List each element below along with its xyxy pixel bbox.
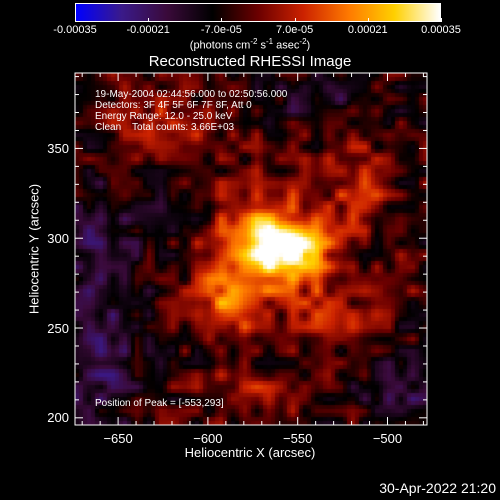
peak-position: Position of Peak = [-553,293] bbox=[95, 398, 224, 409]
x-tick-label: −650 bbox=[103, 431, 133, 446]
units-exp-3: -2 bbox=[299, 37, 307, 46]
units-close: ) bbox=[306, 39, 311, 52]
colorbar-tick-label: -7.0e-05 bbox=[200, 24, 242, 36]
colorbar-tick-mark bbox=[367, 18, 369, 22]
y-tick-label: 350 bbox=[47, 140, 69, 156]
colorbar-units: (photons cm-2 s-1 asec-2) bbox=[0, 37, 500, 52]
chart-title: Reconstructed RHESSI Image bbox=[148, 53, 352, 70]
timestamp: 30-Apr-2022 21:20 bbox=[379, 480, 496, 496]
y-tick-label: 200 bbox=[47, 410, 69, 426]
heatmap-image bbox=[75, 73, 427, 425]
units-end: asec bbox=[273, 39, 300, 52]
units-main: (photons cm bbox=[189, 39, 251, 52]
x-axis-label: Heliocentric X (arcsec) bbox=[184, 445, 316, 460]
colorbar-tick-label: 7.0e-05 bbox=[275, 24, 314, 36]
info-detectors: Detectors: 3F 4F 5F 6F 7F 8F, Att 0 bbox=[95, 100, 252, 111]
x-tick-label: −500 bbox=[372, 431, 403, 446]
x-tick-label: −600 bbox=[193, 431, 223, 446]
colorbar-tick-mark bbox=[221, 18, 223, 22]
info-clean-counts: Clean Total counts: 3.66E+03 bbox=[95, 122, 235, 133]
colorbar-tick-label: -0.00035 bbox=[53, 24, 97, 36]
units-exp-1: -2 bbox=[250, 37, 258, 46]
x-tick-label: −550 bbox=[283, 431, 313, 446]
colorbar-tick-label: 0.00021 bbox=[347, 24, 388, 36]
colorbar-tick-label: -0.00021 bbox=[126, 24, 170, 36]
colorbar-tick-label: 0.00035 bbox=[421, 24, 461, 36]
plot-frame bbox=[74, 72, 428, 426]
colorbar-tick-mark bbox=[75, 18, 76, 22]
colorbar-tick-mark bbox=[148, 18, 150, 22]
colorbar-tick-mark bbox=[441, 18, 442, 22]
y-tick-label: 300 bbox=[47, 230, 69, 246]
units-exp-2: -1 bbox=[266, 37, 274, 46]
info-time-range: 19-May-2004 02:44:56.000 to 02:50:56.000 bbox=[95, 89, 288, 100]
y-tick-label: 250 bbox=[47, 320, 69, 336]
colorbar bbox=[75, 3, 441, 22]
y-axis-label: Heliocentric Y (arcsec) bbox=[26, 183, 42, 315]
colorbar-tick-mark bbox=[294, 18, 296, 22]
info-energy-range: Energy Range: 12.0 - 25.0 keV bbox=[95, 111, 233, 122]
units-mid: s bbox=[257, 39, 266, 52]
